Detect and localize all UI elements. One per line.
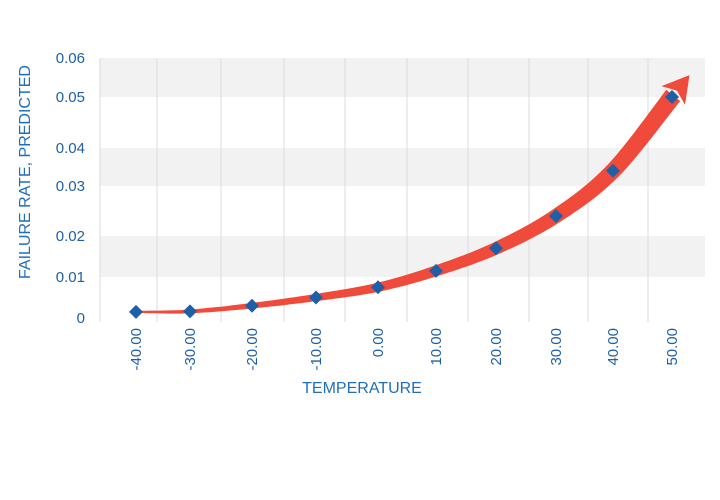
data-point xyxy=(309,290,323,305)
x-tick-label: 10.00 xyxy=(428,328,445,366)
y-tick-label: 0.05 xyxy=(56,89,85,106)
data-point xyxy=(665,90,679,104)
trend-arrow xyxy=(136,75,690,314)
y-axis-title: FAILURE RATE, PREDICTED xyxy=(17,65,34,279)
x-tick-label: -40.00 xyxy=(128,328,145,371)
data-point xyxy=(429,263,443,278)
background-bands xyxy=(100,58,705,277)
x-tick-label: -10.00 xyxy=(308,328,325,371)
y-tick-label: 0.06 xyxy=(56,50,85,67)
y-tick-label: 0.02 xyxy=(56,228,85,245)
data-point xyxy=(245,298,259,313)
x-tick-label: 0.00 xyxy=(370,328,387,357)
x-tick-label: 20.00 xyxy=(488,328,505,366)
x-tick-label: 50.00 xyxy=(664,328,681,366)
x-tick-label: 30.00 xyxy=(548,328,565,366)
data-point xyxy=(183,304,197,319)
trend-arrow-head xyxy=(661,75,690,105)
y-tick-label: 0.04 xyxy=(56,140,85,157)
x-tick-label: -30.00 xyxy=(182,328,199,371)
x-axis-ticks: -40.00 -30.00 -20.00 -10.00 0.00 10.00 20.00 30… xyxy=(128,328,681,371)
vertical-gridlines xyxy=(99,58,649,322)
trend-arrow-body xyxy=(136,89,681,314)
y-tick-label: 0 xyxy=(77,310,85,327)
data-point xyxy=(606,163,620,178)
data-point xyxy=(371,280,385,295)
y-axis-ticks: 0.06 0.05 0.04 0.03 0.02 0.01 0 xyxy=(56,50,85,327)
x-tick-label: 40.00 xyxy=(605,328,622,366)
data-point xyxy=(129,304,143,319)
grid-band xyxy=(100,58,705,97)
x-axis-title: TEMPERATURE xyxy=(302,380,422,397)
data-point xyxy=(489,241,503,256)
y-tick-label: 0.01 xyxy=(56,269,85,286)
data-markers xyxy=(129,90,679,319)
data-point xyxy=(549,209,563,223)
x-tick-label: -20.00 xyxy=(244,328,261,371)
grid-band xyxy=(100,236,705,277)
y-tick-label: 0.03 xyxy=(56,178,85,195)
